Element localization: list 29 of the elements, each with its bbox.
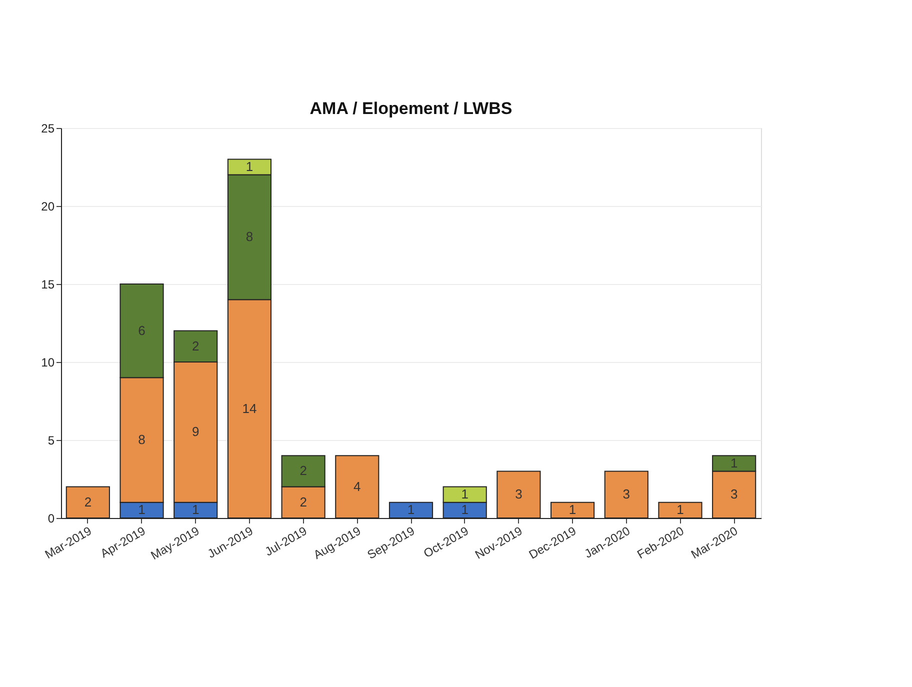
y-tick-label: 20 (41, 200, 55, 214)
chart-title: AMA / Elopement / LWBS (310, 99, 512, 118)
data-label: 8 (138, 432, 146, 447)
data-label: 6 (138, 322, 146, 338)
data-label: 1 (568, 502, 576, 518)
y-tick-label: 0 (48, 512, 55, 526)
data-label: 9 (192, 424, 200, 440)
data-label: 1 (676, 502, 684, 518)
data-label: 2 (84, 494, 92, 510)
y-tick-label: 10 (41, 356, 55, 370)
y-tick-label: 5 (48, 434, 55, 448)
data-label: 3 (515, 486, 522, 502)
data-label: 8 (246, 229, 254, 244)
data-label: 2 (192, 338, 200, 354)
y-tick-label: 25 (41, 122, 55, 136)
data-label: 1 (730, 455, 738, 470)
data-label: 1 (407, 502, 415, 518)
data-label: 1 (192, 502, 200, 518)
data-label: 1 (138, 502, 146, 518)
data-label: 4 (354, 478, 361, 494)
y-tick-label: 15 (41, 278, 55, 292)
data-label: 14 (242, 400, 257, 416)
data-label: 2 (300, 463, 307, 478)
data-label: 1 (461, 486, 468, 502)
data-label: 2 (300, 494, 307, 510)
data-label: 1 (246, 159, 254, 174)
data-label: 1 (461, 502, 468, 518)
data-label: 3 (622, 486, 630, 502)
data-label: 3 (730, 486, 738, 502)
